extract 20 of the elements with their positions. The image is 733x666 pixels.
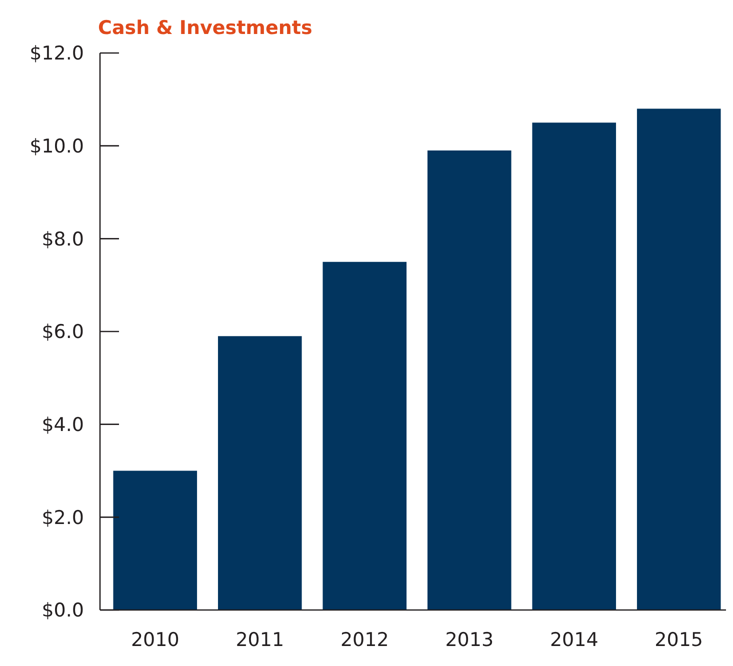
x-tick-label: 2011 xyxy=(236,629,284,651)
bar xyxy=(218,336,302,610)
bar xyxy=(532,122,616,610)
x-tick-label: 2014 xyxy=(550,629,598,651)
y-tick-label: $8.0 xyxy=(42,228,84,250)
bar xyxy=(113,470,198,610)
y-tick-label: $2.0 xyxy=(42,506,84,529)
x-tick-label: 2015 xyxy=(654,629,704,651)
y-tick-label: $4.0 xyxy=(42,414,84,436)
y-tick-label: $10.0 xyxy=(30,135,84,158)
chart-title: Cash & Investments xyxy=(98,17,312,39)
bar xyxy=(427,150,512,610)
bar xyxy=(636,108,721,610)
x-tick-label: 2012 xyxy=(340,629,389,651)
y-tick-label: $6.0 xyxy=(42,321,84,344)
x-tick-label: 2010 xyxy=(130,629,180,651)
y-tick-label: $0.0 xyxy=(42,600,84,622)
bar xyxy=(322,262,407,610)
x-tick-label: 2013 xyxy=(445,629,494,651)
y-tick-label: $12.0 xyxy=(30,42,84,65)
